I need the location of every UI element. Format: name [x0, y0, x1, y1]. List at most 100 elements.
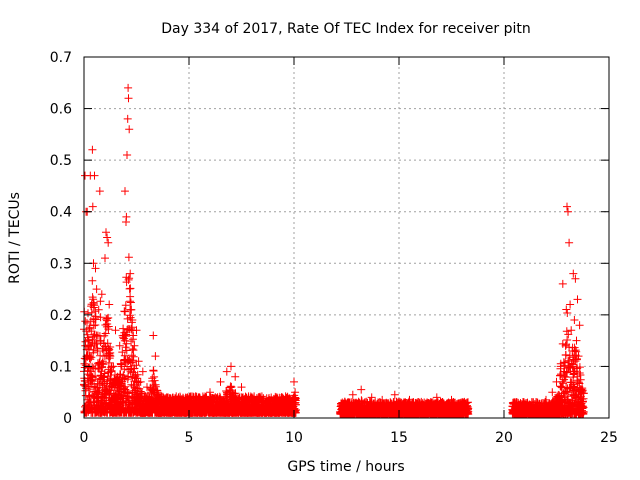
data-point — [124, 94, 133, 103]
data-point — [89, 345, 98, 354]
data-point — [121, 307, 130, 316]
data-point — [111, 326, 120, 335]
data-point — [575, 363, 584, 372]
data-point — [125, 274, 134, 283]
data-point — [576, 375, 585, 384]
data-point — [564, 392, 573, 401]
data-point — [227, 362, 235, 371]
data-point — [348, 390, 357, 399]
data-point — [563, 309, 572, 317]
data-point — [87, 341, 96, 350]
data-point — [91, 312, 100, 321]
data-point — [564, 330, 573, 339]
data-point — [432, 393, 441, 402]
data-point — [378, 395, 387, 404]
data-point — [124, 253, 133, 262]
data-point — [567, 378, 576, 387]
data-point — [105, 300, 114, 309]
data-point — [103, 233, 112, 242]
data-point — [159, 398, 168, 407]
data-point — [123, 114, 132, 123]
data-point — [88, 276, 97, 285]
data-point — [123, 151, 132, 159]
grid-layer — [84, 57, 609, 418]
data-point — [126, 284, 135, 293]
data-point — [226, 382, 235, 391]
data-point — [104, 322, 113, 331]
data-point — [561, 350, 570, 359]
data-point — [100, 372, 108, 381]
data-point — [338, 398, 347, 407]
data-point — [291, 388, 300, 397]
data-point — [122, 330, 131, 339]
data-point — [128, 316, 137, 324]
data-point — [117, 362, 126, 371]
data-point — [562, 305, 571, 314]
data-point — [579, 408, 588, 417]
data-point — [132, 326, 141, 335]
data-point — [88, 202, 97, 211]
data-point — [420, 398, 429, 407]
data-point — [164, 393, 172, 402]
data-point — [87, 308, 96, 317]
data-point — [405, 395, 414, 404]
data-point — [559, 379, 568, 388]
data-point — [104, 344, 113, 353]
data-point — [100, 331, 109, 340]
data-point — [231, 372, 240, 381]
data-point — [104, 313, 113, 322]
data-point — [106, 367, 115, 376]
data-point — [102, 315, 111, 324]
data-point — [128, 345, 137, 353]
data-point — [229, 391, 238, 400]
data-point — [269, 401, 277, 410]
data-point — [575, 379, 584, 388]
data-point — [556, 371, 565, 380]
data-point — [231, 389, 240, 398]
data-point — [130, 341, 139, 350]
data-point — [174, 393, 183, 402]
data-point — [119, 383, 128, 392]
data-point — [237, 383, 246, 392]
data-point — [563, 336, 572, 344]
data-point — [127, 305, 136, 314]
data-point — [151, 352, 160, 361]
data-point — [113, 372, 122, 381]
data-point — [96, 297, 105, 306]
data-point — [115, 341, 124, 350]
data-point — [122, 339, 131, 348]
data-point — [134, 357, 143, 366]
data-point — [87, 353, 96, 362]
data-point — [89, 332, 98, 341]
data-point — [104, 238, 113, 247]
data-point — [563, 368, 572, 377]
data-point — [185, 398, 193, 407]
data-point — [96, 313, 105, 322]
data-point — [206, 388, 214, 397]
data-point — [222, 367, 231, 376]
data-point — [124, 83, 133, 92]
data-point — [107, 383, 116, 392]
data-point — [121, 343, 130, 352]
data-point — [557, 382, 565, 391]
data-point — [91, 264, 100, 273]
data-point — [90, 301, 99, 310]
data-point — [150, 376, 159, 385]
data-point — [122, 212, 131, 221]
data-point — [88, 145, 97, 154]
data-point — [390, 390, 399, 399]
data-point — [119, 371, 128, 380]
data-point — [126, 297, 135, 306]
data-point — [88, 377, 97, 386]
data-point — [357, 385, 366, 394]
data-point — [84, 336, 93, 345]
data-point — [127, 337, 136, 346]
data-point — [95, 187, 104, 196]
data-point — [124, 372, 133, 381]
data-point — [572, 347, 581, 356]
data-point — [153, 388, 162, 397]
data-point — [121, 187, 129, 196]
data-point — [279, 398, 288, 407]
data-point — [291, 405, 300, 414]
